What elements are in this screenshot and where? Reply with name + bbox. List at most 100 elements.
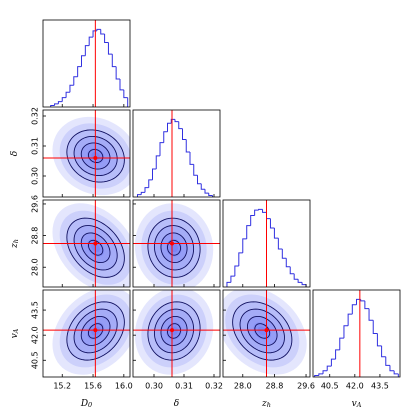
contour: [73, 135, 118, 177]
density-panel: [133, 290, 220, 377]
hist-bin: [389, 365, 395, 372]
hist-bin: [234, 265, 239, 277]
contour: [80, 142, 111, 170]
hist-bin: [208, 193, 213, 196]
y-tick-label: 42.0: [31, 326, 40, 344]
density-region: [160, 232, 188, 263]
density-region: [134, 290, 214, 375]
axis-label-subscript: h: [267, 401, 271, 409]
hist-bin: [242, 238, 247, 253]
hist-bin: [159, 142, 164, 156]
y-tick-label: 28.0: [31, 258, 40, 276]
axis-label-text: z: [261, 399, 267, 409]
density-region: [232, 301, 292, 361]
contour: [167, 239, 181, 256]
truth-point: [93, 241, 98, 246]
axis-label-subscript: 0: [88, 401, 92, 409]
hist-bin: [88, 36, 94, 46]
density-panel: [43, 290, 130, 377]
hist-bin: [100, 29, 105, 35]
hist-bin: [73, 76, 78, 86]
axis-label: D0: [80, 399, 92, 410]
panel-frame: [132, 109, 221, 198]
hist-bin: [385, 356, 390, 366]
hist-bin: [335, 349, 340, 360]
hist-bin: [167, 122, 172, 132]
contour: [87, 323, 104, 339]
hist-bin: [246, 225, 251, 239]
hist-bin: [330, 358, 336, 367]
axis-label: δ: [10, 151, 20, 156]
hist-bin: [266, 212, 271, 220]
hist-bin: [193, 164, 198, 176]
axis-label-subscript: A: [356, 401, 362, 409]
y-tick-label: 40.5: [31, 351, 40, 369]
hist-bin: [200, 183, 205, 190]
hist-bin: [356, 298, 361, 305]
panel-frame: [42, 289, 131, 378]
hist-bin: [204, 189, 209, 194]
hist-bin: [360, 299, 365, 302]
contour: [153, 225, 195, 271]
contour: [147, 301, 201, 361]
panel-frame: [42, 199, 131, 288]
hist-bin: [393, 370, 399, 375]
density-panel: [43, 110, 130, 197]
hist-bin: [148, 179, 153, 188]
hist-bin: [339, 337, 344, 350]
hist-bin: [368, 308, 374, 321]
x-tick-label: 28.8: [266, 382, 284, 391]
hist-bin: [277, 238, 283, 250]
hist-bin: [314, 374, 319, 377]
x-tick-label: 15.6: [84, 382, 102, 391]
x-tick-label: 43.5: [371, 382, 389, 391]
hist-bin: [258, 208, 263, 211]
axis-label: zh: [261, 399, 271, 410]
y-tick-label: 0.32: [31, 107, 40, 125]
hist-bin: [77, 66, 82, 77]
axis-label-text: v: [352, 399, 357, 409]
y-tick-label: 0.30: [31, 167, 40, 185]
hist-bin: [115, 66, 120, 80]
hist-bin: [65, 91, 70, 98]
density-panel: [133, 200, 220, 287]
hist-bin: [254, 209, 259, 216]
x-tick-label: 28.0: [234, 382, 252, 391]
hist-bin: [54, 103, 59, 106]
hist-bin: [372, 320, 378, 334]
contour: [167, 323, 181, 339]
hist-bin: [381, 345, 386, 358]
truth-point: [93, 156, 98, 160]
x-tick-label: 42.0: [346, 382, 364, 391]
contour: [80, 315, 111, 346]
hist-bin: [230, 275, 235, 283]
hist-bin: [343, 325, 349, 339]
density-region: [147, 218, 201, 278]
contour: [246, 315, 278, 346]
hist-bin: [250, 215, 255, 226]
panel-frame: [222, 199, 311, 288]
hist-bin: [273, 227, 279, 239]
density-region: [141, 294, 207, 368]
hist-bin: [269, 218, 275, 229]
axis-label-text: δ: [174, 399, 179, 409]
hist-bin: [226, 281, 231, 287]
y-tick-label: 0.31: [31, 137, 40, 155]
x-tick-label: 0.32: [205, 382, 223, 391]
panel-frame: [42, 109, 131, 198]
hist-bin: [155, 155, 160, 170]
hist-bin: [376, 333, 382, 347]
hist-bin: [61, 97, 67, 102]
contour: [66, 217, 125, 278]
axis-label: vA: [352, 399, 362, 410]
contour: [153, 308, 195, 354]
contour: [232, 301, 293, 361]
hist-bin: [189, 151, 194, 165]
hist-bin: [182, 128, 187, 141]
hist-bin: [347, 313, 353, 326]
hist-bin: [197, 175, 202, 185]
panel-frame: [312, 289, 401, 378]
contour: [254, 323, 271, 339]
contour: [66, 301, 125, 361]
